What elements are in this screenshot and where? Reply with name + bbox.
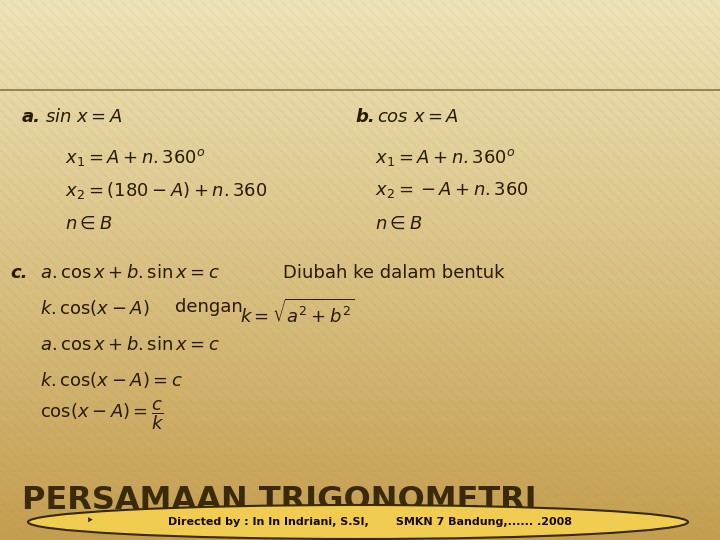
Text: $a.\cos x + b.\sin x = c$: $a.\cos x + b.\sin x = c$ bbox=[40, 336, 220, 354]
Text: $x_2 = -A + n.360$: $x_2 = -A + n.360$ bbox=[375, 180, 529, 200]
Text: $\mathit{cos\ x = A}$: $\mathit{cos\ x = A}$ bbox=[377, 108, 459, 126]
Text: $n \in B$: $n \in B$ bbox=[65, 215, 112, 233]
Text: a.: a. bbox=[22, 108, 41, 126]
Text: $k.\cos(x - A)$: $k.\cos(x - A)$ bbox=[40, 298, 150, 318]
Text: $k.\cos(x - A) = c$: $k.\cos(x - A) = c$ bbox=[40, 370, 183, 390]
Text: dengan: dengan bbox=[175, 298, 243, 316]
Text: Directed by : In In Indriani, S.SI,       SMKN 7 Bandung,...... .2008: Directed by : In In Indriani, S.SI, SMKN… bbox=[168, 517, 572, 527]
Text: $\mathit{sin\ x = A}$: $\mathit{sin\ x = A}$ bbox=[45, 108, 122, 126]
Text: $\cos(x - A) = \dfrac{c}{k}$: $\cos(x - A) = \dfrac{c}{k}$ bbox=[40, 398, 164, 431]
Text: c.: c. bbox=[10, 264, 27, 282]
Text: ‣: ‣ bbox=[86, 515, 94, 529]
Text: b.: b. bbox=[355, 108, 374, 126]
Text: $x_1 = A + n.360^o$: $x_1 = A + n.360^o$ bbox=[65, 147, 205, 168]
Text: $x_2 = (180 - A)+ n.360$: $x_2 = (180 - A)+ n.360$ bbox=[65, 180, 267, 201]
Text: $x_1 = A + n.360^o$: $x_1 = A + n.360^o$ bbox=[375, 147, 516, 168]
Text: Diubah ke dalam bentuk: Diubah ke dalam bentuk bbox=[283, 264, 505, 282]
Text: $k = \sqrt{a^2 + b^2}$: $k = \sqrt{a^2 + b^2}$ bbox=[240, 298, 355, 326]
Text: $n \in B$: $n \in B$ bbox=[375, 215, 423, 233]
Ellipse shape bbox=[28, 505, 688, 539]
Text: PERSAMAAN TRIGONOMETRI: PERSAMAAN TRIGONOMETRI bbox=[22, 485, 536, 516]
Text: $a.\cos x + b.\sin x = c$: $a.\cos x + b.\sin x = c$ bbox=[40, 264, 220, 282]
